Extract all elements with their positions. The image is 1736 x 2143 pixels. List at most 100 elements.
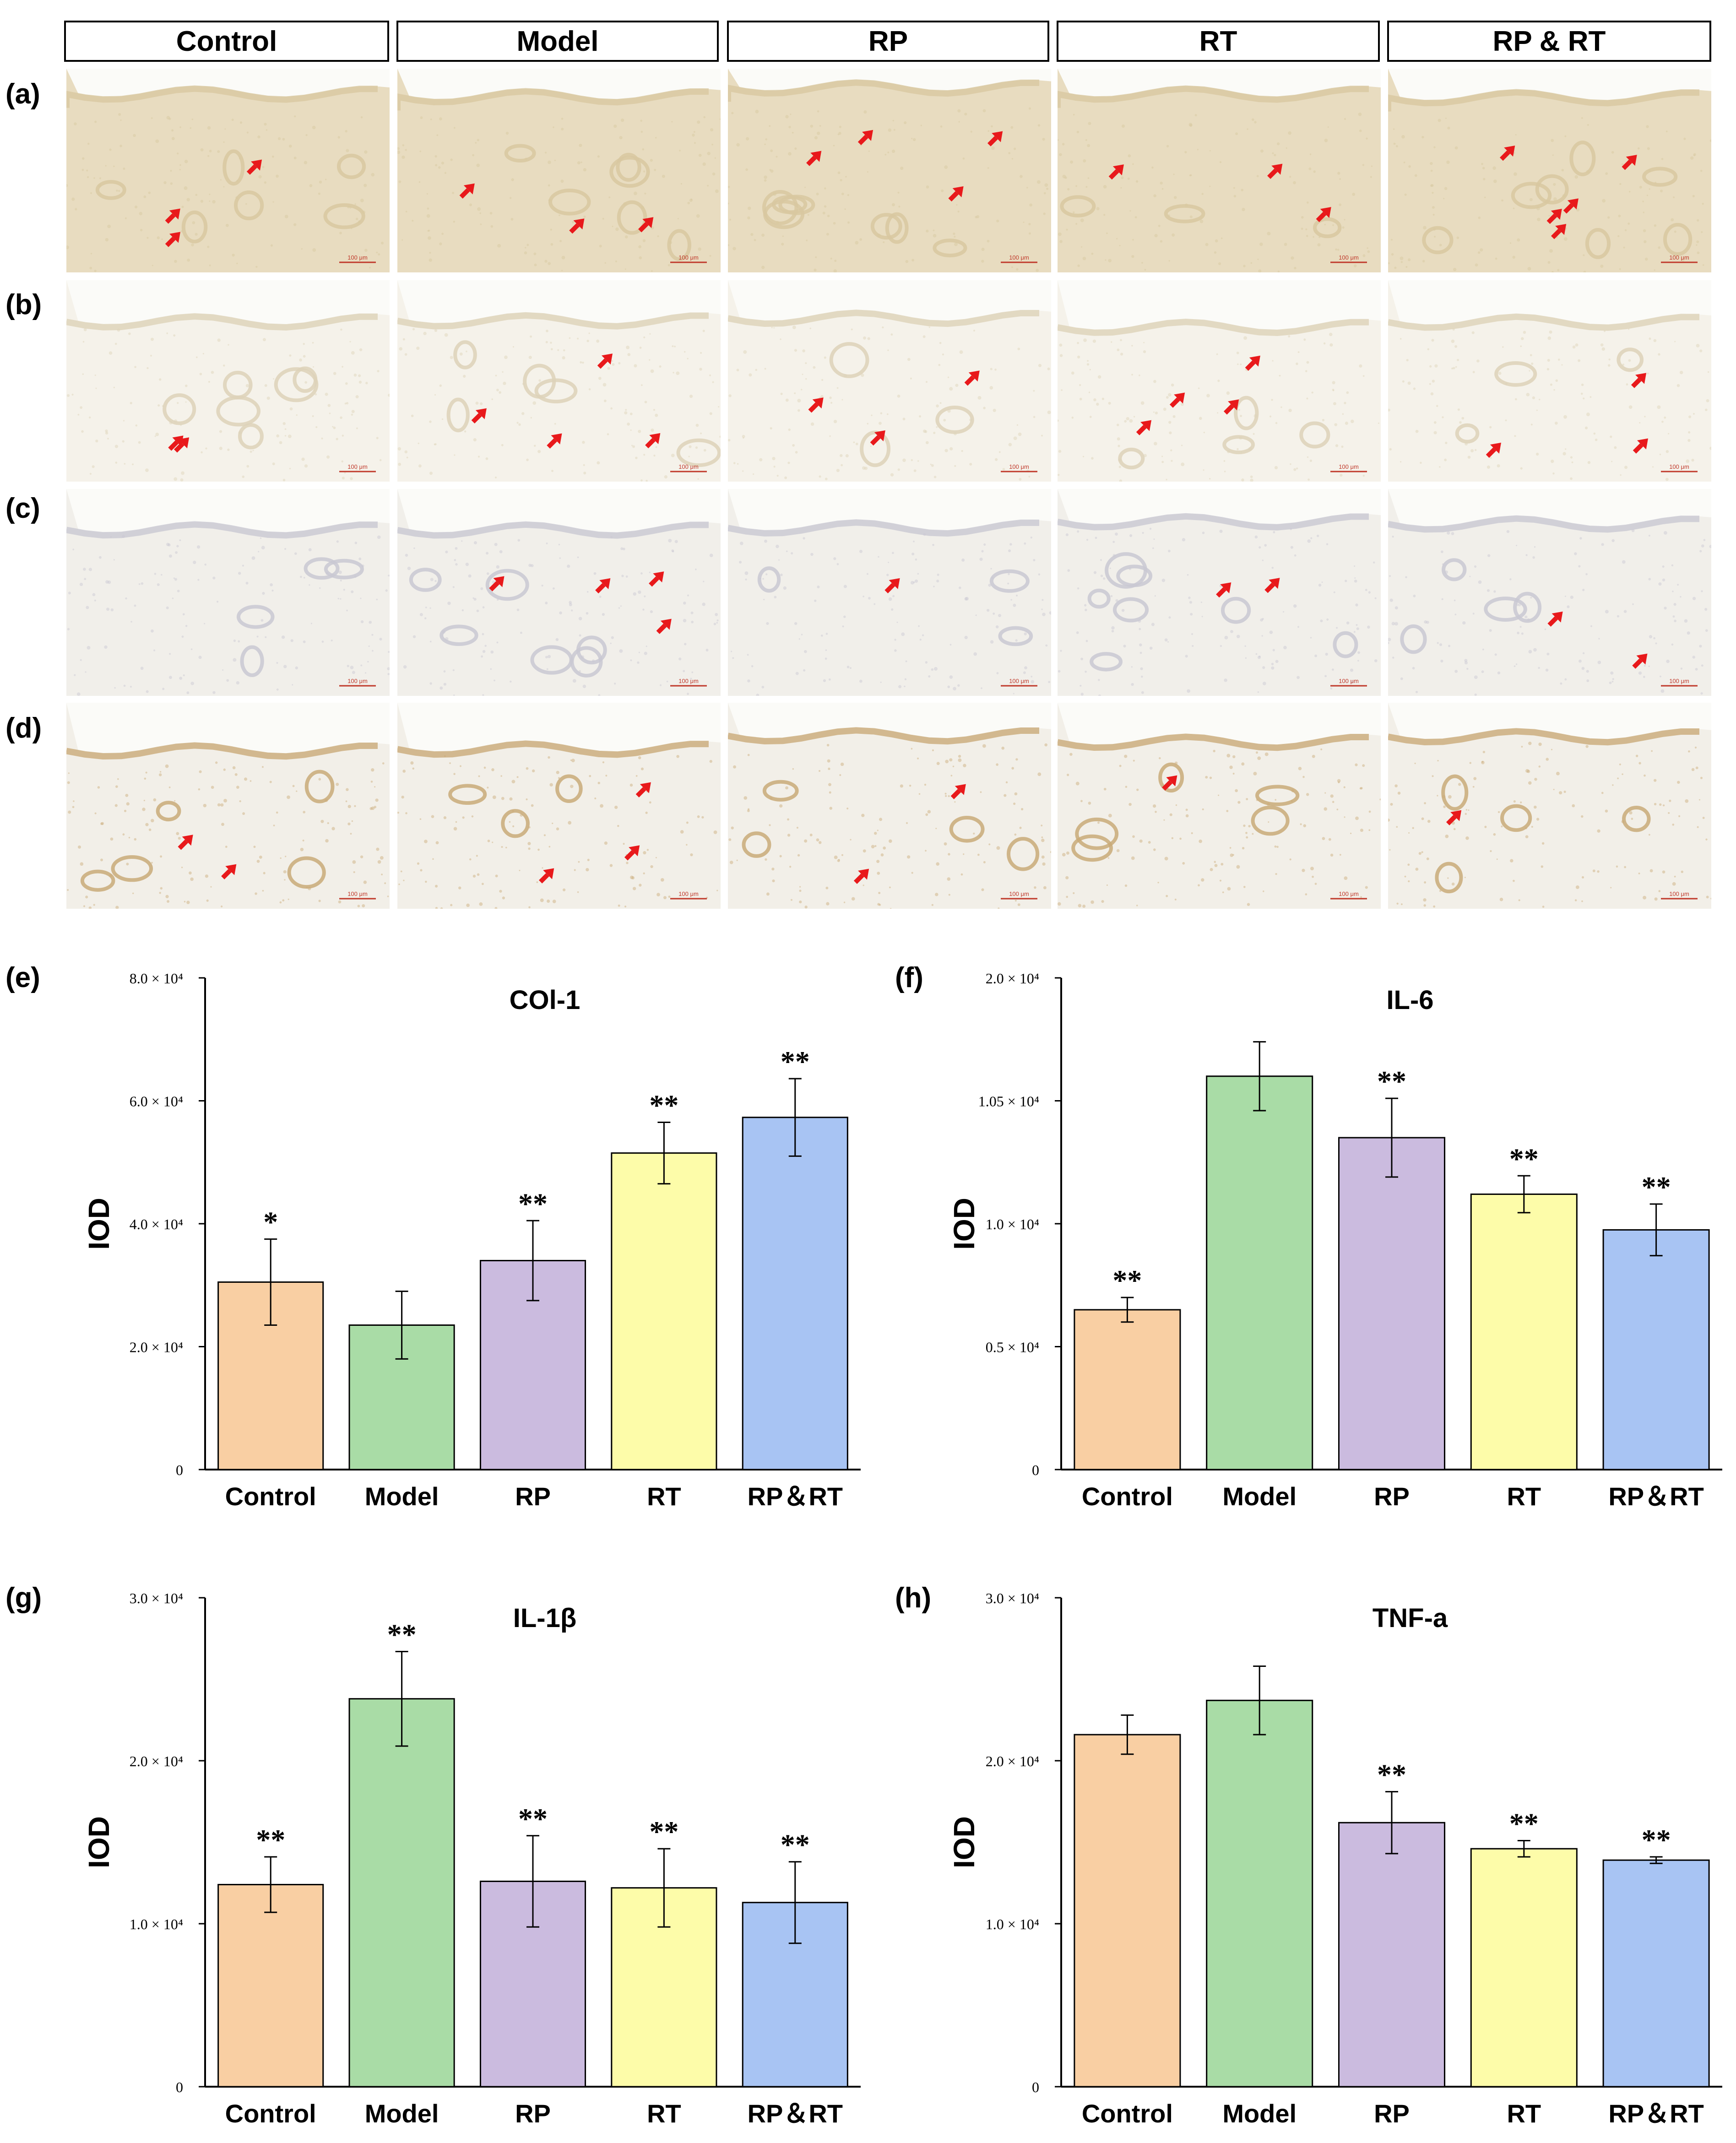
svg-text:100 μm: 100 μm <box>1339 678 1359 684</box>
bar-1 <box>217 1884 324 2088</box>
bar-5 <box>742 1117 848 1470</box>
x-tick-label: RT <box>1507 1482 1541 1511</box>
chart-il6: IL-6 IOD 0 0.5 × 10⁴ 1.0 × 10⁴ 1.05 × 10⁴ 2.0 … <box>948 970 1722 1511</box>
chart-title: TNF-a <box>1373 1603 1448 1633</box>
y-tick-label: 1.0 × 10⁴ <box>986 1916 1039 1932</box>
y-tick-label: 2.0 × 10⁴ <box>986 1753 1039 1769</box>
y-tick-label: 2.0 × 10⁴ <box>130 1339 183 1356</box>
bar-2 <box>1206 1699 1313 2088</box>
bar-2 <box>1206 1075 1313 1470</box>
significance-mark: ** <box>1642 1823 1671 1856</box>
x-tick-label: RP <box>515 2099 551 2128</box>
row-label-d: (d) <box>5 712 42 744</box>
significance-mark: ** <box>1509 1807 1539 1839</box>
bar-3 <box>1338 1137 1446 1470</box>
micrograph-row1-col4: 100 μm <box>1058 69 1381 272</box>
bar-2 <box>348 1698 455 2088</box>
micrograph-row4-col2: 100 μm <box>397 703 721 909</box>
y-tick-label: 8.0 × 10⁴ <box>130 970 183 987</box>
column-header-rp-rt: RP & RT <box>1387 21 1711 62</box>
bar-1 <box>1074 1309 1181 1470</box>
svg-text:100 μm: 100 μm <box>1339 463 1359 470</box>
svg-text:100 μm: 100 μm <box>1009 890 1029 897</box>
x-tick-label: RP＆RT <box>748 1482 843 1511</box>
bar-5 <box>1602 1229 1710 1470</box>
micrograph-row1-col5: 100 μm <box>1388 69 1711 272</box>
micrograph-row2-col4: 100 μm <box>1058 280 1381 482</box>
y-tick-label: 0 <box>1032 2079 1039 2095</box>
svg-text:100 μm: 100 μm <box>1669 463 1689 470</box>
micrograph-row4-col4: 100 μm <box>1058 703 1381 909</box>
svg-text:100 μm: 100 μm <box>1669 254 1689 261</box>
x-tick-label: RP＆RT <box>748 2099 843 2128</box>
bar-1 <box>1074 1734 1181 2088</box>
micrograph-row4-col5: 100 μm <box>1388 703 1711 909</box>
panel-label-e: (e) <box>5 962 40 993</box>
y-tick-label: 4.0 × 10⁴ <box>130 1216 183 1232</box>
svg-text:100 μm: 100 μm <box>678 678 699 684</box>
significance-mark: ** <box>1509 1142 1539 1175</box>
x-tick-label: RT <box>1507 2099 1541 2128</box>
y-tick-label: 0 <box>1032 1462 1039 1478</box>
svg-text:100 μm: 100 μm <box>347 463 368 470</box>
panel-label-h: (h) <box>895 1582 932 1614</box>
svg-text:100 μm: 100 μm <box>1669 890 1689 897</box>
micrograph-row2-col3: 100 μm <box>728 280 1051 482</box>
y-axis-label: IOD <box>82 1816 115 1868</box>
svg-text:100 μm: 100 μm <box>1669 678 1689 684</box>
column-header-control: Control <box>64 21 389 62</box>
significance-mark: ** <box>781 1828 810 1861</box>
x-tick-label: Control <box>225 2099 316 2128</box>
svg-text:100 μm: 100 μm <box>678 890 699 897</box>
x-tick-label: RP <box>515 1482 551 1511</box>
chart-col1: COl-1 IOD 0 2.0 × 10⁴ 4.0 × 10⁴ 6.0 × 10⁴ 8.0 … <box>82 970 861 1511</box>
chart-title: IL-1β <box>513 1603 577 1633</box>
significance-mark: ** <box>1377 1758 1406 1791</box>
significance-mark: ** <box>1377 1065 1406 1097</box>
x-tick-label: RP <box>1374 1482 1410 1511</box>
row-label-b: (b) <box>5 289 42 320</box>
bar-3 <box>1338 1822 1446 2088</box>
significance-mark: ** <box>649 1089 678 1121</box>
micrograph-row2-col5: 100 μm <box>1388 280 1711 482</box>
chart-title: IL-6 <box>1386 985 1433 1015</box>
y-axis-label: IOD <box>82 1198 115 1250</box>
bar-4 <box>1470 1848 1578 2088</box>
micrograph-row1-col1: 100 μm <box>66 69 390 272</box>
row-label-a: (a) <box>5 78 40 110</box>
y-axis-label: IOD <box>948 1816 981 1868</box>
x-tick-label: RT <box>647 2099 681 2128</box>
svg-text:100 μm: 100 μm <box>347 890 368 897</box>
svg-text:100 μm: 100 μm <box>1339 254 1359 261</box>
column-header-model: Model <box>396 21 719 62</box>
x-tick-label: Control <box>1082 2099 1173 2128</box>
bar-4 <box>1470 1194 1578 1470</box>
column-header-rt: RT <box>1057 21 1380 62</box>
significance-mark: ** <box>518 1802 548 1835</box>
micrograph-row4-col3: 100 μm <box>728 703 1051 909</box>
micrograph-row3-col1: 100 μm <box>66 489 390 696</box>
panel-label-g: (g) <box>5 1582 42 1614</box>
micrograph-row3-col3: 100 μm <box>728 489 1051 696</box>
y-tick-label: 3.0 × 10⁴ <box>130 1590 183 1606</box>
significance-mark: * <box>263 1206 278 1238</box>
x-tick-label: Model <box>1222 2099 1297 2128</box>
bar-5 <box>1602 1859 1710 2088</box>
y-tick-label: 6.0 × 10⁴ <box>130 1093 183 1110</box>
micrograph-row2-col1: 100 μm <box>66 280 390 482</box>
micrograph-row4-col1: 100 μm <box>66 703 390 909</box>
x-tick-label: Model <box>365 1482 439 1511</box>
micrograph-row2-col2: 100 μm <box>397 280 721 482</box>
svg-text:100 μm: 100 μm <box>1009 678 1029 684</box>
y-tick-label: 2.0 × 10⁴ <box>986 970 1039 987</box>
significance-mark: ** <box>256 1823 285 1856</box>
y-tick-label: 0 <box>176 2079 183 2095</box>
micrograph-row1-col3: 100 μm <box>728 69 1051 272</box>
y-tick-label: 1.0 × 10⁴ <box>986 1216 1039 1232</box>
y-tick-label: 0.5 × 10⁴ <box>986 1339 1039 1356</box>
significance-mark: ** <box>649 1815 678 1848</box>
significance-mark: ** <box>518 1187 548 1220</box>
x-tick-label: Model <box>1222 1482 1297 1511</box>
micrograph-row3-col2: 100 μm <box>397 489 721 696</box>
svg-text:100 μm: 100 μm <box>1009 254 1029 261</box>
